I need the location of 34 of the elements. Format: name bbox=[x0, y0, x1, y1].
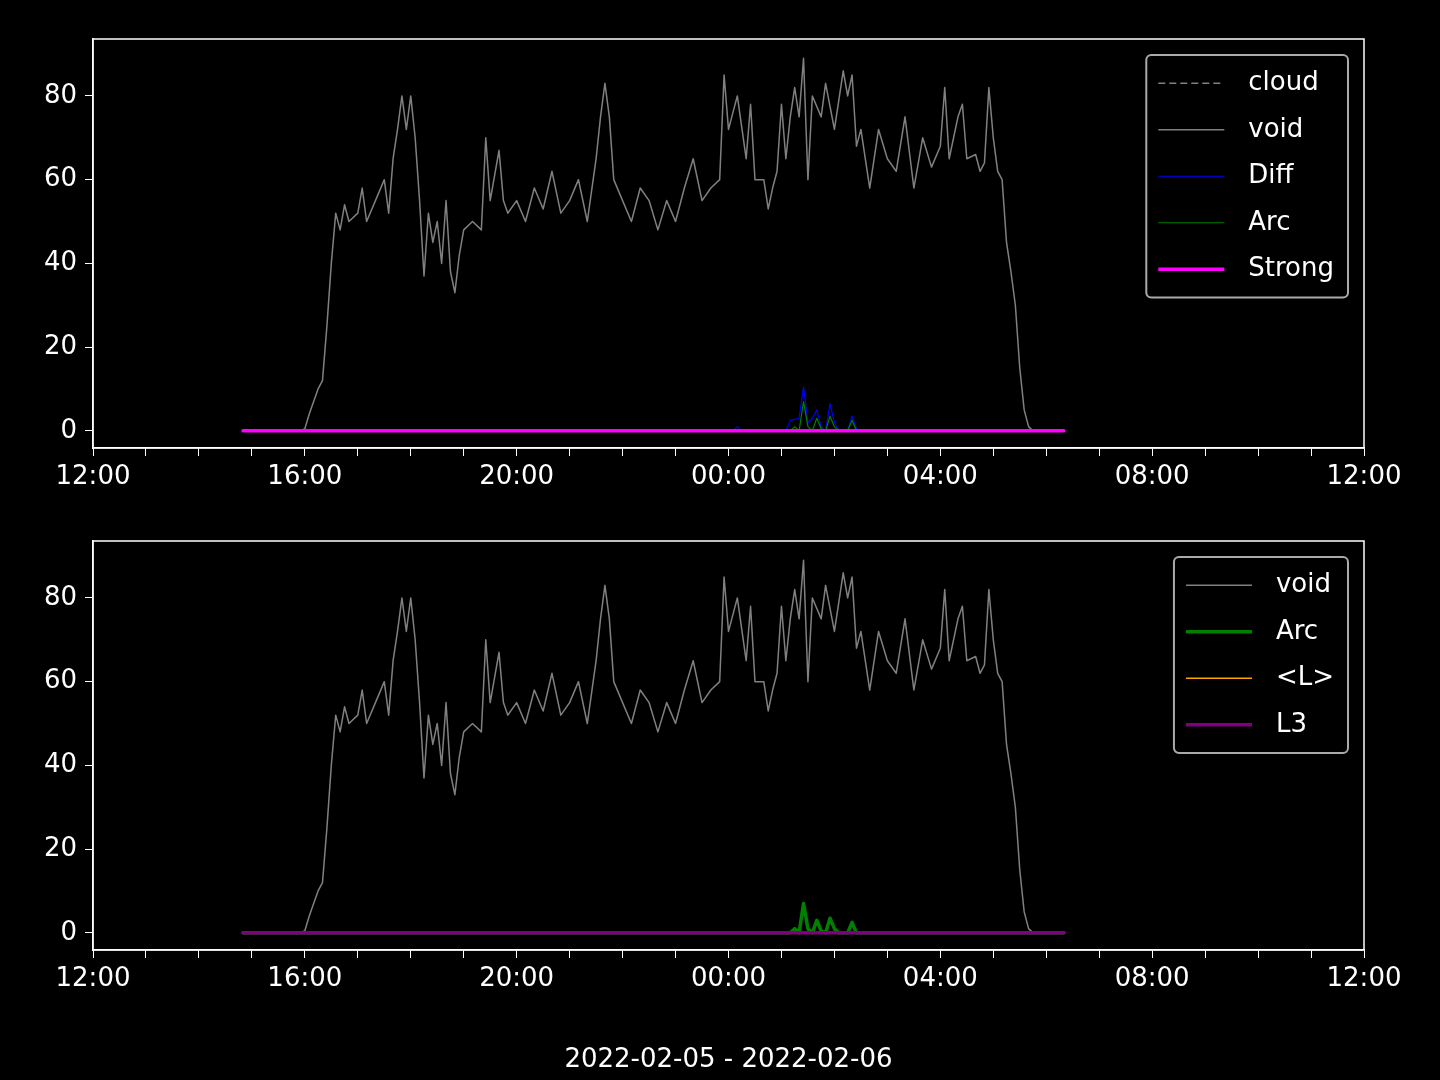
y-tick-label: 0 bbox=[60, 915, 77, 946]
x-tick-label: 08:00 bbox=[1114, 460, 1190, 491]
y-tick-label: 60 bbox=[43, 664, 77, 695]
x-tick-label: 12:00 bbox=[55, 962, 131, 993]
x-tick-label: 16:00 bbox=[267, 460, 343, 491]
x-tick-label: 16:00 bbox=[267, 962, 343, 993]
y-tick-label: 20 bbox=[43, 329, 77, 360]
y-tick-label: 80 bbox=[43, 78, 77, 109]
legend-label: <L> bbox=[1275, 661, 1335, 691]
x-tick-label: 04:00 bbox=[902, 962, 978, 993]
y-tick-label: 40 bbox=[43, 748, 77, 779]
y-tick-label: 20 bbox=[43, 831, 77, 862]
legend-label: L3 bbox=[1275, 707, 1307, 738]
x-tick-label: 20:00 bbox=[479, 460, 555, 491]
x-tick-label: 00:00 bbox=[691, 460, 766, 491]
y-tick-label: 60 bbox=[43, 162, 77, 193]
x-tick-label: 20:00 bbox=[479, 962, 555, 993]
legend-label: Arc bbox=[1248, 205, 1291, 236]
y-tick-label: 40 bbox=[43, 246, 77, 277]
x-tick-label: 04:00 bbox=[902, 460, 978, 491]
legend-label: Diff bbox=[1248, 159, 1295, 189]
x-axis-title: 2022-02-05 - 2022-02-06 bbox=[564, 1043, 893, 1074]
legend-label: Strong bbox=[1248, 252, 1335, 282]
y-tick-label: 80 bbox=[43, 580, 77, 611]
x-tick-label: 12:00 bbox=[1326, 962, 1402, 993]
y-tick-label: 0 bbox=[60, 413, 77, 444]
legend-label: Arc bbox=[1275, 614, 1319, 645]
legend-label: cloud bbox=[1248, 66, 1319, 96]
x-tick-label: 12:00 bbox=[55, 460, 131, 491]
legend-label: void bbox=[1248, 112, 1304, 143]
x-tick-label: 00:00 bbox=[691, 962, 766, 993]
x-tick-label: 12:00 bbox=[1326, 460, 1402, 491]
legend-label: void bbox=[1275, 568, 1331, 598]
x-tick-label: 08:00 bbox=[1114, 962, 1190, 993]
